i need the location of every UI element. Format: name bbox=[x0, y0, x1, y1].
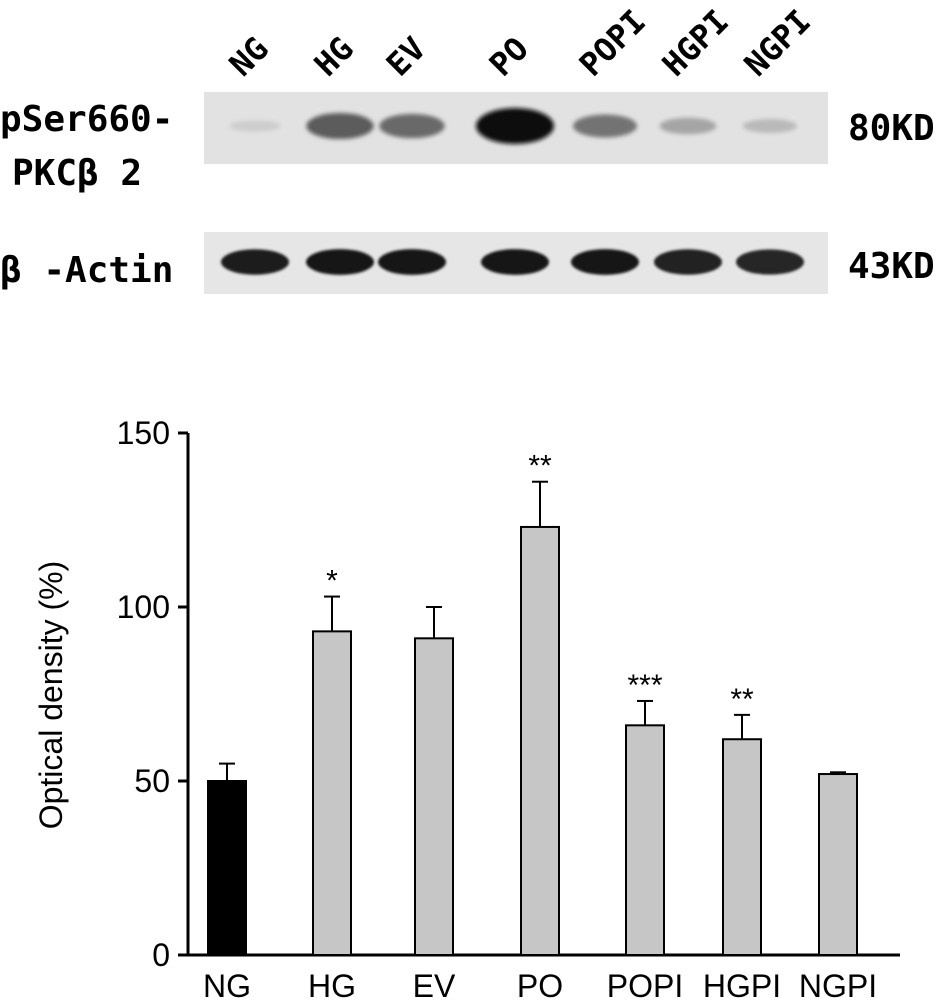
significance-marker: ** bbox=[730, 683, 754, 716]
control-label: β -Actin bbox=[0, 250, 173, 291]
control-weight: 43KD bbox=[848, 246, 935, 287]
x-tick-label: NG bbox=[203, 968, 251, 1004]
control-band bbox=[654, 249, 722, 275]
lane-label: PO bbox=[482, 30, 536, 84]
significance-marker: *** bbox=[627, 669, 662, 702]
bars: ****** ** bbox=[207, 450, 858, 957]
target-band bbox=[742, 119, 798, 133]
target-band bbox=[379, 113, 445, 139]
y-axis-label: Optical density (%) bbox=[33, 561, 69, 830]
bar bbox=[207, 780, 247, 956]
control-band bbox=[306, 249, 374, 275]
control-band bbox=[481, 249, 549, 275]
x-tick-label: NGPI bbox=[799, 968, 877, 1004]
lane-label: EV bbox=[379, 30, 433, 84]
control-band bbox=[378, 249, 446, 275]
control-band bbox=[571, 249, 639, 275]
y-tick-label: 150 bbox=[117, 415, 170, 451]
significance-marker: ** bbox=[528, 450, 552, 483]
bar bbox=[625, 724, 665, 956]
y-tick-label: 0 bbox=[152, 937, 170, 973]
y-tick-label: 50 bbox=[134, 763, 170, 799]
x-tick-label: EV bbox=[413, 968, 456, 1004]
control-band bbox=[221, 249, 289, 275]
y-axis: 0 50 100 150 bbox=[117, 415, 190, 973]
x-tick-label: PO bbox=[517, 968, 563, 1004]
target-band bbox=[306, 112, 374, 140]
x-tick-label: POPI bbox=[607, 968, 683, 1004]
bar bbox=[520, 525, 560, 957]
y-tick-label: 100 bbox=[117, 589, 170, 625]
control-bands bbox=[221, 249, 804, 275]
lane-label: HG bbox=[307, 30, 361, 84]
target-band bbox=[659, 117, 717, 135]
target-label-line1: pSer660- bbox=[0, 99, 173, 140]
bar-chart: Optical density (%) 0 50 100 150 NG HG EV PO PO… bbox=[33, 415, 900, 1004]
control-band bbox=[736, 249, 804, 275]
lane-label: NG bbox=[222, 30, 276, 84]
lane-label: NGPI bbox=[737, 2, 818, 83]
bar bbox=[722, 738, 762, 956]
target-band bbox=[229, 120, 281, 132]
x-tick-label: HG bbox=[308, 968, 356, 1004]
bar bbox=[818, 773, 858, 956]
target-weight: 80KD bbox=[848, 108, 935, 149]
target-bands bbox=[229, 108, 798, 144]
target-label-line2: PKCβ 2 bbox=[12, 153, 142, 194]
lane-labels: NG HG EV PO POPI HGPI NGPI bbox=[222, 2, 818, 83]
target-band bbox=[573, 114, 637, 138]
western-blot: NG HG EV PO POPI HGPI NGPI pSer660- PKCβ 2 80K… bbox=[0, 2, 935, 294]
bar bbox=[312, 630, 352, 956]
x-axis: NG HG EV PO POPI HGPI NGPI bbox=[186, 953, 900, 1004]
lane-label: POPI bbox=[572, 2, 653, 83]
lane-label: HGPI bbox=[655, 2, 736, 83]
significance-marker: * bbox=[326, 565, 338, 598]
bar bbox=[414, 637, 454, 956]
target-band bbox=[476, 108, 554, 144]
x-tick-label: HGPI bbox=[703, 968, 781, 1004]
